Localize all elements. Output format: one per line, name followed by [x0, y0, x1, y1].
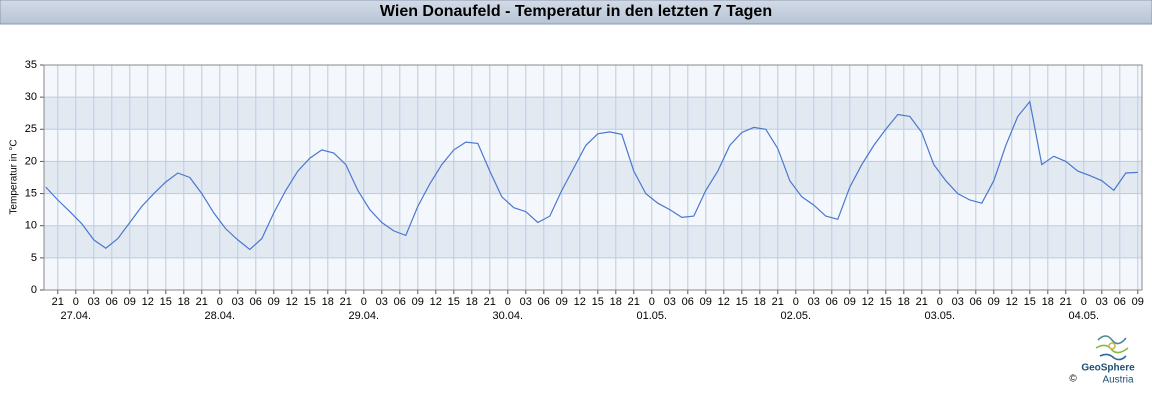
- date-label: 30.04.: [493, 310, 524, 322]
- x-tick-label: 06: [970, 296, 982, 308]
- x-tick-label: 06: [538, 296, 550, 308]
- y-tick-label: 25: [25, 123, 37, 135]
- x-tick-label: 21: [628, 296, 640, 308]
- x-tick-label: 0: [1081, 296, 1087, 308]
- x-tick-label: 15: [592, 296, 604, 308]
- x-tick-label: 21: [196, 296, 208, 308]
- x-tick-label: 15: [1024, 296, 1036, 308]
- x-tick-label: 09: [988, 296, 1000, 308]
- x-tick-label: 0: [361, 296, 367, 308]
- x-tick-label: 21: [340, 296, 352, 308]
- grid-band: [44, 97, 1142, 130]
- y-tick-label: 35: [25, 59, 37, 71]
- x-tick-label: 0: [73, 296, 79, 308]
- x-tick-label: 09: [268, 296, 280, 308]
- x-tick-label: 06: [394, 296, 406, 308]
- x-tick-label: 09: [700, 296, 712, 308]
- y-axis-label: Temperatur in °C: [9, 139, 20, 214]
- y-tick-label: 0: [31, 284, 37, 296]
- x-tick-label: 03: [520, 296, 532, 308]
- x-tick-label: 18: [178, 296, 190, 308]
- x-tick-label: 09: [124, 296, 136, 308]
- x-tick-label: 0: [649, 296, 655, 308]
- date-label: 03.05.: [925, 310, 956, 322]
- x-tick-label: 03: [664, 296, 676, 308]
- x-tick-label: 21: [52, 296, 64, 308]
- title-bar: [0, 0, 1152, 25]
- y-tick-label: 10: [25, 220, 37, 232]
- x-tick-label: 21: [916, 296, 928, 308]
- x-tick-label: 09: [844, 296, 856, 308]
- x-tick-label: 09: [412, 296, 424, 308]
- chart-title: Wien Donaufeld - Temperatur in den letzt…: [380, 3, 772, 20]
- y-tick-label: 30: [25, 91, 37, 103]
- date-label: 02.05.: [781, 310, 812, 322]
- x-tick-label: 21: [1060, 296, 1072, 308]
- logo-sub: Austria: [1102, 375, 1134, 386]
- x-tick-label: 0: [793, 296, 799, 308]
- x-tick-label: 06: [1114, 296, 1126, 308]
- y-tick-label: 20: [25, 155, 37, 167]
- x-tick-label: 21: [772, 296, 784, 308]
- x-tick-label: 12: [430, 296, 442, 308]
- temperature-line: [45, 100, 1138, 251]
- date-label: 27.04.: [61, 310, 92, 322]
- x-tick-label: 03: [952, 296, 964, 308]
- x-tick-label: 15: [880, 296, 892, 308]
- x-tick-label: 12: [718, 296, 730, 308]
- x-tick-label: 0: [937, 296, 943, 308]
- x-tick-label: 12: [142, 296, 154, 308]
- x-tick-label: 03: [232, 296, 244, 308]
- plot-frame: [43, 64, 1143, 291]
- x-tick-label: 03: [808, 296, 820, 308]
- x-tick-label: 18: [898, 296, 910, 308]
- grid-band: [44, 225, 1142, 258]
- grid-band: [44, 161, 1142, 194]
- copyright: ©: [1069, 374, 1077, 385]
- logo: GeoSphere Austria ©: [1069, 335, 1135, 386]
- x-tick-label: 15: [304, 296, 316, 308]
- date-label: 29.04.: [349, 310, 380, 322]
- x-tick-label: 06: [106, 296, 118, 308]
- x-tick-label: 06: [682, 296, 694, 308]
- x-tick-label: 21: [484, 296, 496, 308]
- x-tick-label: 18: [466, 296, 478, 308]
- x-tick-label: 06: [250, 296, 262, 308]
- x-tick-label: 03: [1096, 296, 1108, 308]
- date-label: 28.04.: [205, 310, 236, 322]
- y-tick-label: 5: [31, 252, 37, 264]
- x-tick-label: 09: [1132, 296, 1144, 308]
- x-tick-label: 15: [448, 296, 460, 308]
- x-tick-label: 18: [754, 296, 766, 308]
- x-tick-label: 15: [160, 296, 172, 308]
- x-tick-label: 0: [505, 296, 511, 308]
- x-tick-label: 18: [322, 296, 334, 308]
- date-label: 04.05.: [1069, 310, 1100, 322]
- x-tick-label: 12: [1006, 296, 1018, 308]
- x-tick-label: 06: [826, 296, 838, 308]
- logo-name: GeoSphere: [1081, 363, 1135, 374]
- x-tick-label: 15: [736, 296, 748, 308]
- x-tick-label: 03: [88, 296, 100, 308]
- date-label: 01.05.: [637, 310, 668, 322]
- x-tick-label: 12: [286, 296, 298, 308]
- x-tick-label: 12: [862, 296, 874, 308]
- x-tick-label: 18: [610, 296, 622, 308]
- y-tick-label: 15: [25, 187, 37, 199]
- x-tick-label: 12: [574, 296, 586, 308]
- x-tick-label: 03: [376, 296, 388, 308]
- x-tick-label: 18: [1042, 296, 1054, 308]
- x-tick-label: 0: [217, 296, 223, 308]
- x-tick-label: 09: [556, 296, 568, 308]
